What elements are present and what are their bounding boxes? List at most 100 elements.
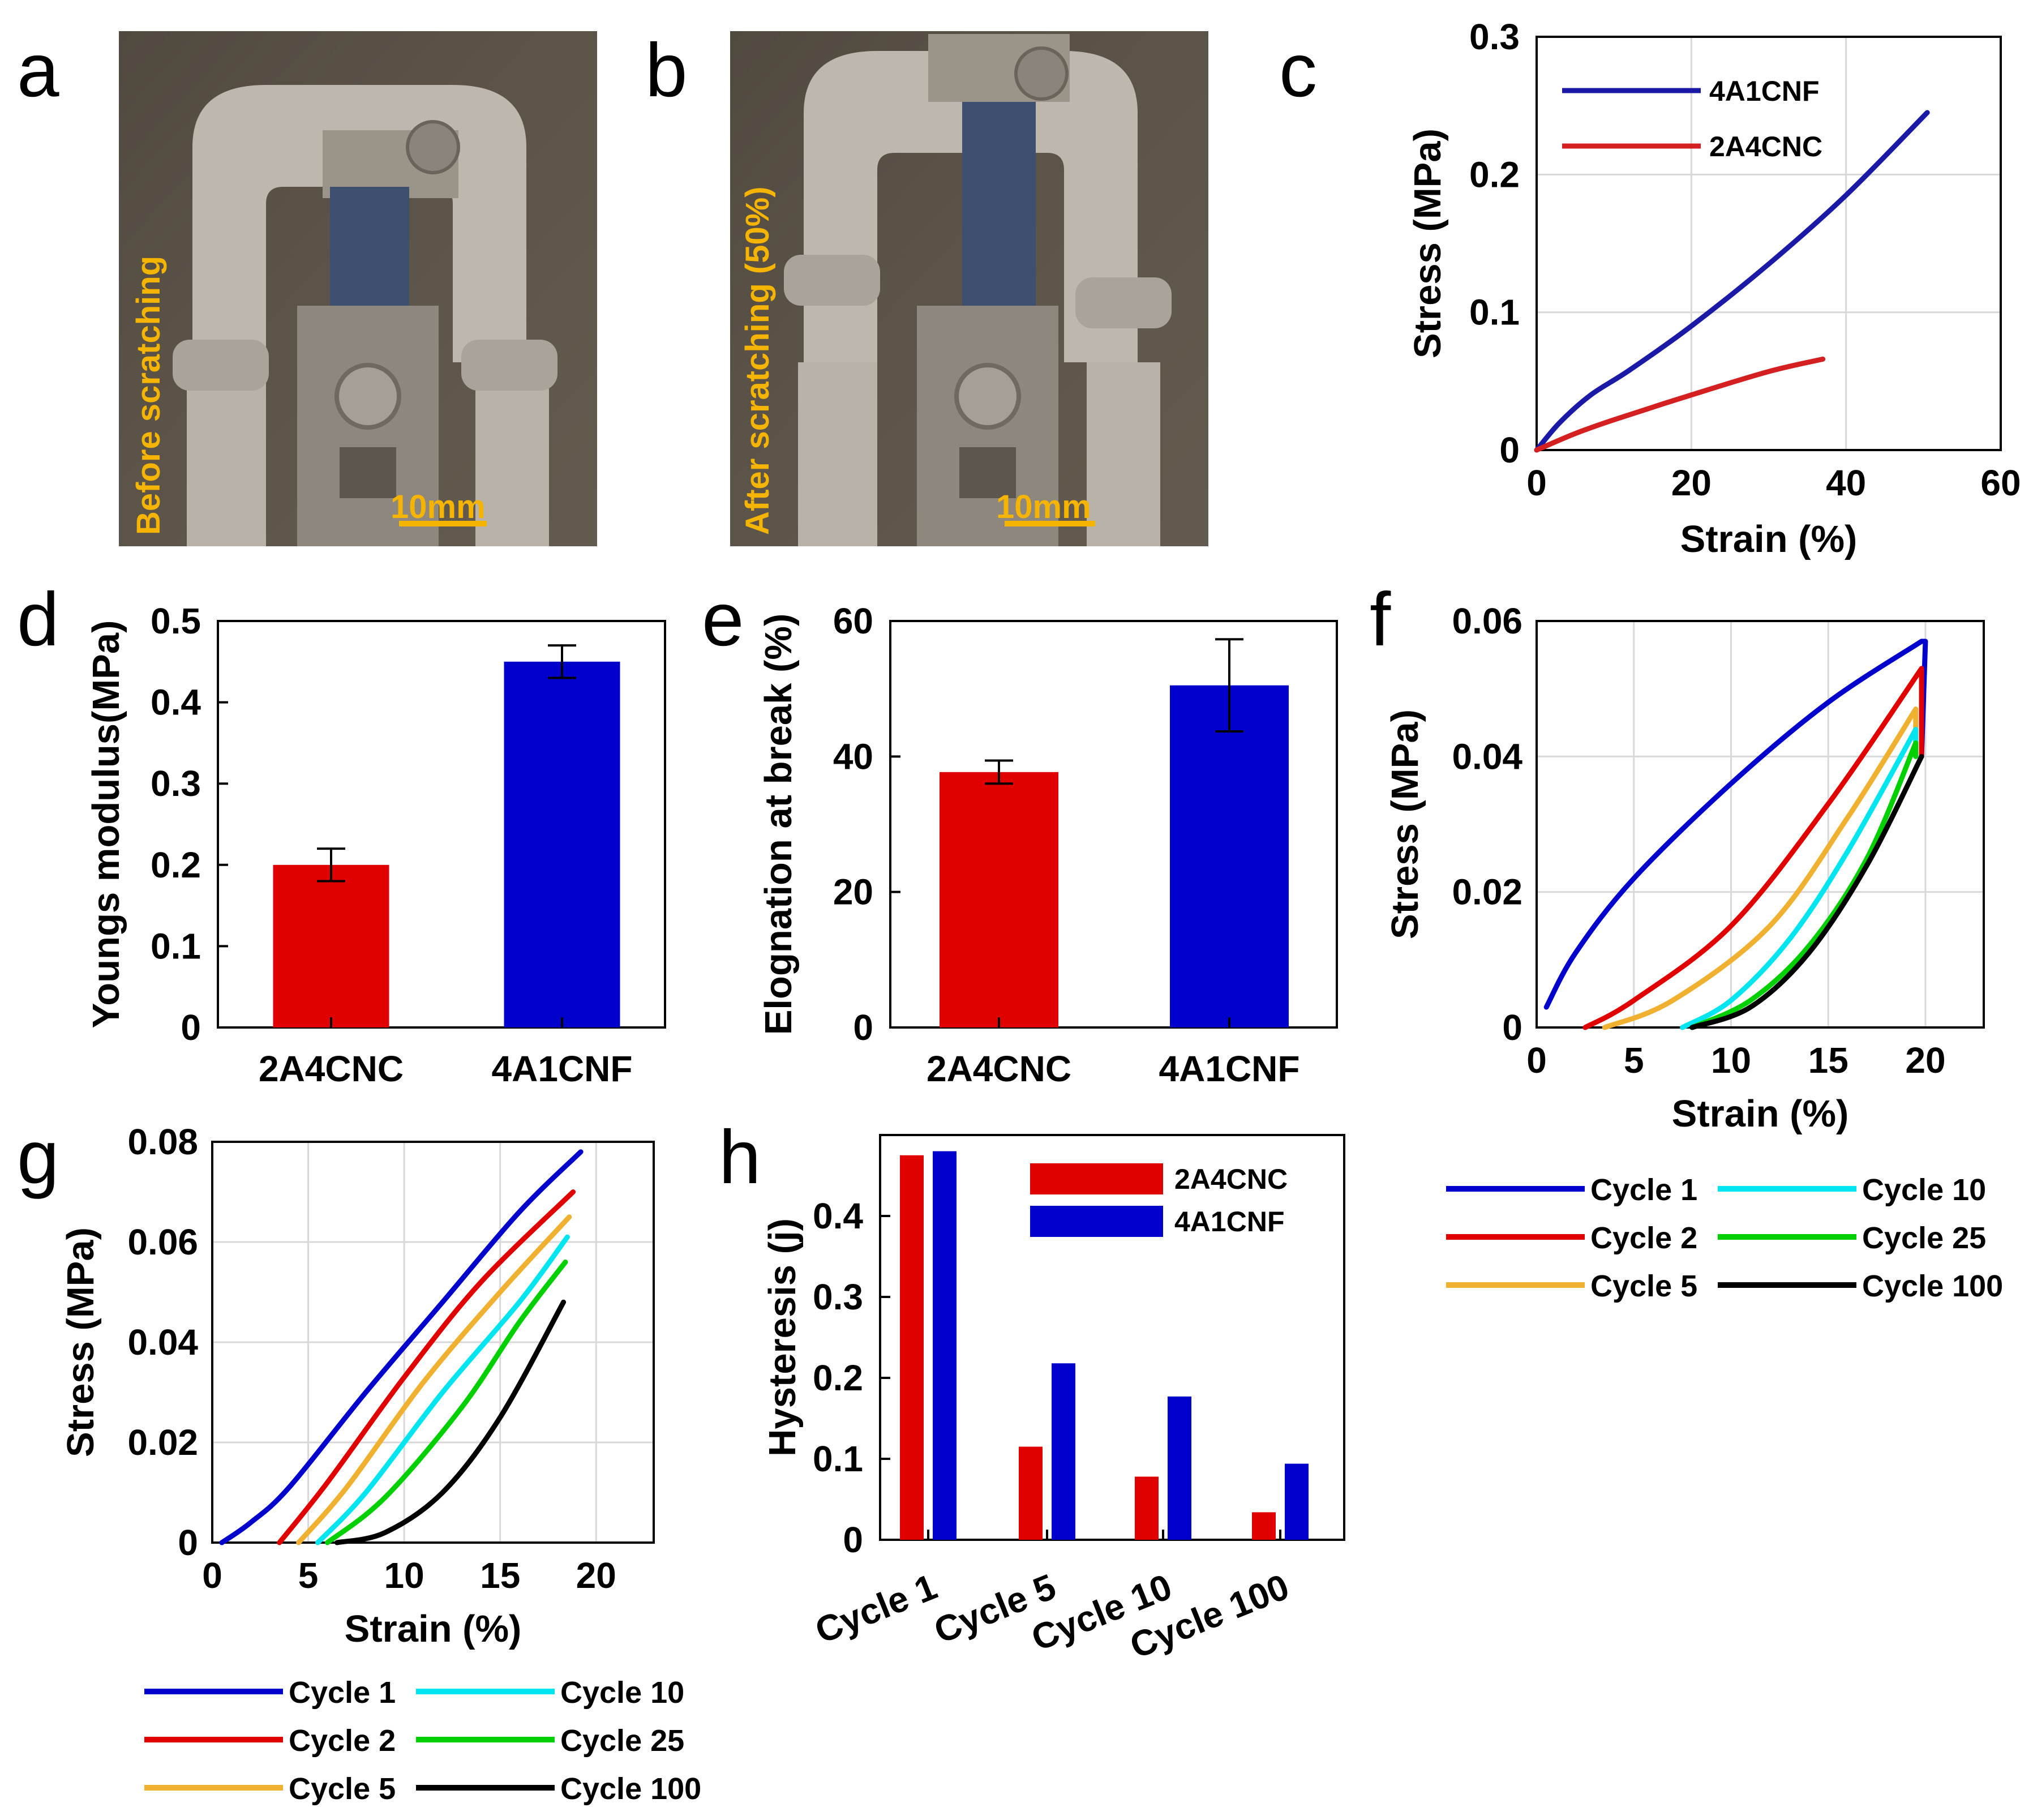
chart-d: 0 0.1 0.2 0.3 0.4 0.5 2A4CNC 4A1CNF Youngs modul… xyxy=(85,601,666,1089)
chart-g-axes-frame xyxy=(211,1141,655,1544)
chart-e-ytick: 0 xyxy=(853,1007,873,1048)
chart-c-ytick: 0 xyxy=(1499,430,1520,470)
chart-g-legend-label: Cycle 2 xyxy=(289,1724,396,1758)
chart-d-ytick: 0.4 xyxy=(151,682,201,723)
chart-h-bar-4A1CNF-Cycle-100 xyxy=(1285,1463,1309,1540)
chart-h-bar-2A4CNC-Cycle-100 xyxy=(1252,1512,1276,1540)
chart-g-ylabel: Stress (MPa) xyxy=(59,1227,102,1457)
chart-g-ytick: 0.08 xyxy=(127,1121,198,1162)
chart-f-legend-label: Cycle 1 xyxy=(1590,1173,1697,1207)
chart-d-xtick: 2A4CNC xyxy=(259,1048,404,1089)
charts: 0 20 40 60 0 0.1 0.2 0.3 Strain (%) Stress (MPa) 4… xyxy=(59,16,2021,1806)
chart-h-xtick: Cycle 1 xyxy=(809,1566,942,1651)
chart-d-ytick: 0.2 xyxy=(151,845,201,885)
chart-h-legend-label: 2A4CNC xyxy=(1174,1163,1288,1195)
chart-f-ytick: 0.02 xyxy=(1452,872,1522,913)
chart-h-bar-2A4CNC-Cycle-10 xyxy=(1135,1476,1159,1540)
panel-label-c: c xyxy=(1279,28,1317,113)
chart-d-xtick: 4A1CNF xyxy=(492,1048,633,1089)
chart-g-series-line-Cycle-100 xyxy=(334,1299,567,1545)
chart-f-xtick: 10 xyxy=(1711,1040,1751,1081)
chart-h-bar-4A1CNF-Cycle-1 xyxy=(933,1151,957,1540)
photo-a-caption: Before scratching xyxy=(130,256,167,535)
panel-label-g: g xyxy=(17,1115,59,1200)
chart-e-bar-4A1CNF xyxy=(1170,685,1289,1027)
chart-g-series-line-Cycle-2 xyxy=(277,1189,576,1545)
panel-label-a: a xyxy=(17,28,59,113)
chart-g-xtick: 20 xyxy=(576,1555,616,1596)
panel-label-d: d xyxy=(17,577,59,662)
chart-d-ylabel: Youngs modulus(MPa) xyxy=(85,620,127,1029)
chart-h-bar-2A4CNC-Cycle-5 xyxy=(1019,1446,1043,1540)
chart-f-series-line-Cycle-1 xyxy=(1543,639,1928,1010)
chart-g-legend-label: Cycle 1 xyxy=(289,1676,396,1710)
chart-f-ytick: 0.04 xyxy=(1452,736,1522,777)
photo-after-scratching: After scratching (50%) 10mm xyxy=(730,31,1208,546)
chart-g-legend-label: Cycle 100 xyxy=(560,1772,701,1806)
chart-f-legend-label: Cycle 10 xyxy=(1862,1173,1986,1207)
chart-c-legend-label: 2A4CNC xyxy=(1709,131,1822,162)
chart-g-legend-label: Cycle 5 xyxy=(289,1772,396,1806)
chart-d-bar-4A1CNF xyxy=(504,661,620,1027)
chart-h-bar-4A1CNF-Cycle-10 xyxy=(1168,1396,1191,1540)
chart-g-xtick: 15 xyxy=(480,1555,520,1596)
chart-g-xtick: 0 xyxy=(202,1555,222,1596)
chart-c-ylabel: Stress (MPa) xyxy=(1406,129,1449,358)
panel-label-b: b xyxy=(645,28,688,113)
chart-h-ytick: 0.2 xyxy=(813,1357,863,1398)
chart-g-legend-label: Cycle 25 xyxy=(560,1724,684,1758)
chart-e-ytick: 20 xyxy=(833,872,873,913)
chart-g-ytick: 0.06 xyxy=(127,1222,198,1262)
chart-g-series-line-Cycle-5 xyxy=(296,1214,572,1545)
chart-c: 0 20 40 60 0 0.1 0.2 0.3 Strain (%) Stress (MPa) 4… xyxy=(1406,16,2021,560)
chart-c-series-line-4A1CNF xyxy=(1534,110,1930,453)
chart-d-ytick: 0.3 xyxy=(151,763,201,804)
chart-e-ytick: 60 xyxy=(833,601,873,641)
chart-c-xtick: 60 xyxy=(1980,463,2021,503)
chart-h-ylabel: Hysteresis (j) xyxy=(761,1218,804,1457)
chart-g-xtick: 10 xyxy=(384,1555,424,1596)
chart-f-series-line-Cycle-2 xyxy=(1582,666,1924,1030)
chart-f-series-line-Cycle-100 xyxy=(1689,753,1924,1030)
chart-g-ytick: 0.02 xyxy=(127,1422,198,1463)
chart-g-series-line-Cycle-25 xyxy=(324,1259,568,1545)
chart-c-ytick: 0.2 xyxy=(1469,154,1520,195)
panel-label-f: f xyxy=(1370,577,1391,662)
chart-d-ytick: 0.5 xyxy=(151,601,201,641)
chart-f-plot-bg xyxy=(1537,621,1984,1027)
chart-g-ytick: 0.04 xyxy=(127,1322,198,1363)
chart-d-bar-2A4CNC xyxy=(273,864,389,1027)
photo-a-scale-label: 10mm xyxy=(391,489,486,525)
chart-h-legend-label: 4A1CNF xyxy=(1174,1206,1284,1237)
chart-f-legend-label: Cycle 2 xyxy=(1590,1221,1697,1255)
chart-d-ytick: 0.1 xyxy=(151,926,201,966)
chart-c-axes-frame xyxy=(1536,36,2002,451)
chart-f-ytick: 0.06 xyxy=(1452,601,1522,641)
chart-e-bar-2A4CNC xyxy=(940,772,1058,1027)
chart-h-legend-swatch xyxy=(1030,1206,1163,1237)
panel-label-h: h xyxy=(719,1115,761,1200)
photo-b-caption: After scratching (50%) xyxy=(739,186,776,535)
chart-f-legend-label: Cycle 100 xyxy=(1862,1269,2003,1303)
chart-g-xlabel: Strain (%) xyxy=(345,1608,522,1650)
chart-f: 0 5 10 15 20 0 0.02 0.04 0.06 Strain (%) Stress (M… xyxy=(1384,601,2003,1303)
chart-g-ytick: 0 xyxy=(178,1522,198,1563)
chart-e-xtick: 2A4CNC xyxy=(927,1048,1071,1089)
chart-e-ylabel: Elognation at break (%) xyxy=(757,614,800,1035)
chart-f-legend-label: Cycle 25 xyxy=(1862,1221,1986,1255)
chart-h-ytick: 0.1 xyxy=(813,1438,863,1479)
chart-f-series-line-Cycle-25 xyxy=(1689,740,1919,1030)
chart-c-xtick: 20 xyxy=(1671,463,1712,503)
chart-f-xtick: 0 xyxy=(1526,1040,1547,1081)
chart-c-xlabel: Strain (%) xyxy=(1680,518,1858,560)
chart-h-ytick: 0 xyxy=(843,1519,863,1560)
chart-d-ytick: 0 xyxy=(181,1007,201,1048)
chart-c-legend-label: 4A1CNF xyxy=(1709,75,1819,107)
chart-f-ytick: 0 xyxy=(1502,1007,1522,1048)
chart-g-legend-label: Cycle 10 xyxy=(560,1676,684,1710)
chart-f-series-line-Cycle-5 xyxy=(1602,706,1919,1030)
chart-c-xtick: 0 xyxy=(1526,463,1547,503)
chart-f-series-line-Cycle-10 xyxy=(1680,726,1919,1030)
photo-b-scale-label: 10mm xyxy=(996,489,1091,525)
